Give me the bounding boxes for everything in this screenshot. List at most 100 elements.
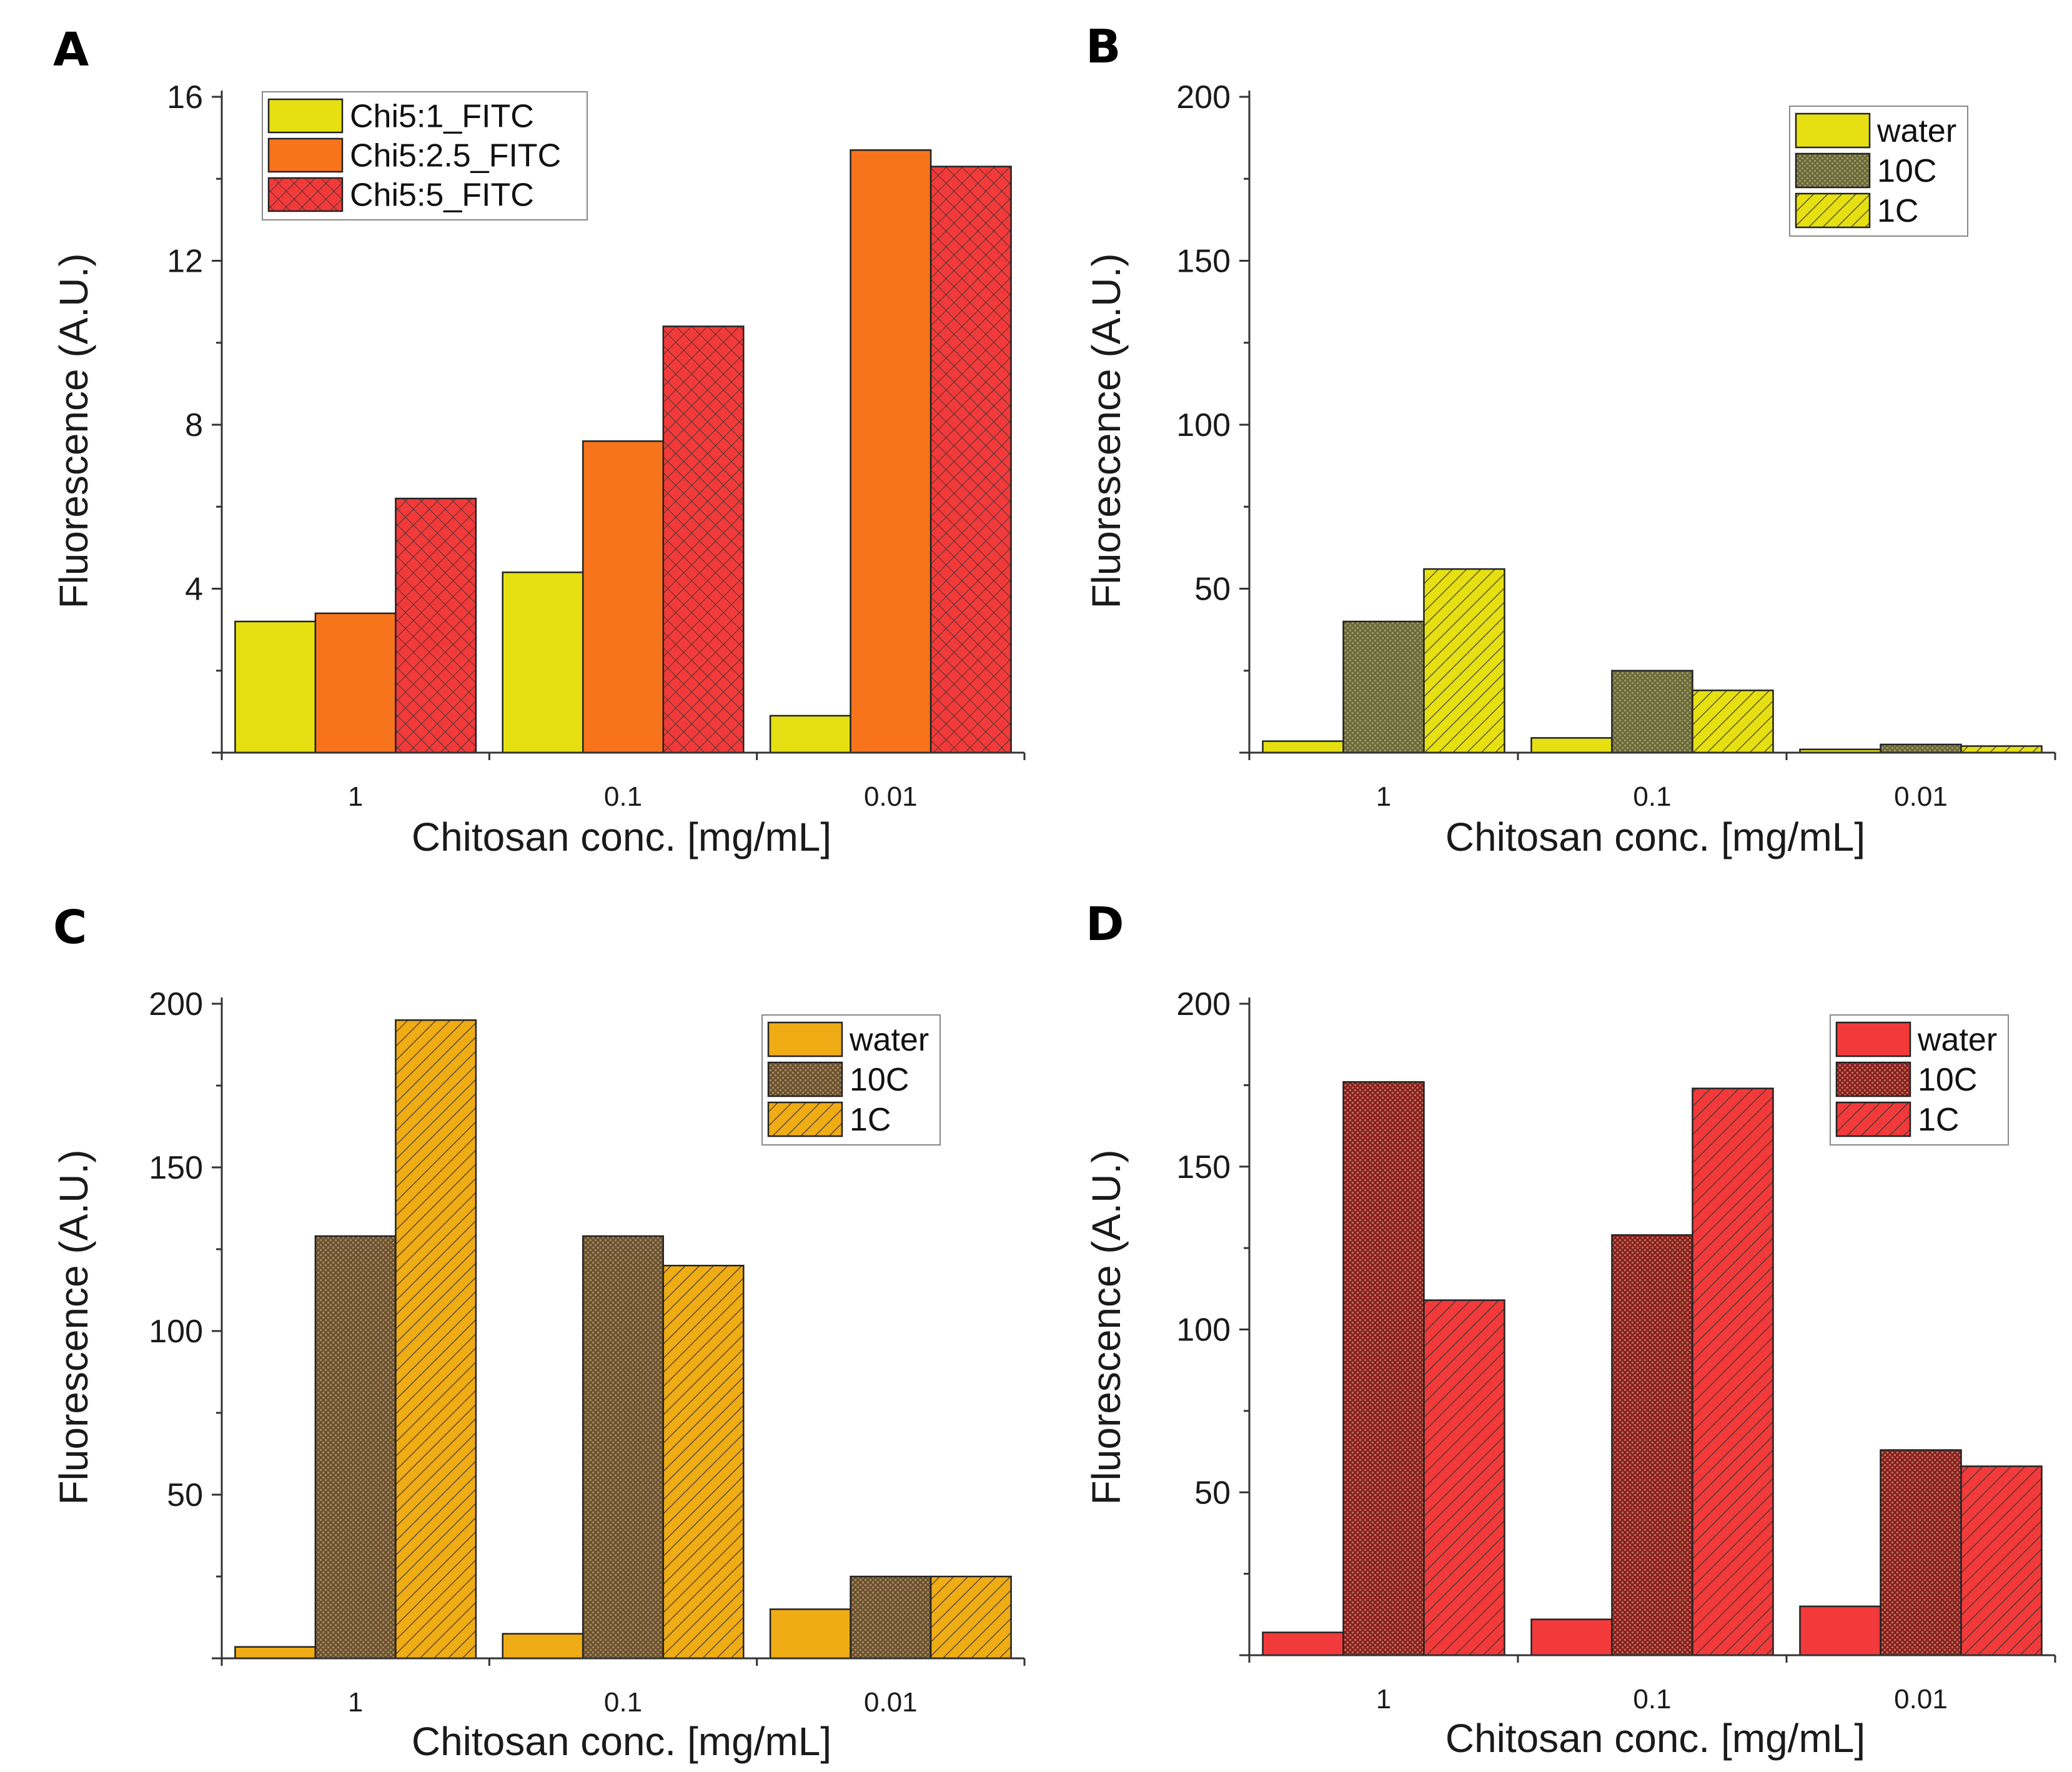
panel-d-xlabel: Chitosan conc. [mg/mL] (1445, 1716, 1865, 1761)
panel-a: A 4 8 12 16 1 0.1 0.01 Chi5:1_FITCChi5:2.5_FITC… (51, 23, 1026, 859)
legend-label: Chi5:5_FITC (350, 177, 534, 214)
legend-swatch (1835, 1101, 1911, 1137)
y-tick-label: 12 (167, 244, 203, 280)
legend-label: water (849, 1022, 929, 1058)
panel-a-letter: A (53, 23, 89, 77)
panel-c: C 50 100 150 200 1 0.1 0.01 water 10C 1C Chitosan… (51, 901, 1026, 1764)
legend-swatch (267, 137, 344, 173)
y-tick-label: 4 (185, 572, 203, 608)
y-tick-label: 50 (1194, 1475, 1231, 1511)
bar-chi5-1-fitc-0-1 (502, 572, 584, 754)
legend-swatch (1795, 112, 1871, 149)
x-tick-label: 1 (1376, 781, 1391, 812)
bar-water-0-1 (502, 1633, 584, 1660)
legend-swatch (267, 177, 344, 212)
x-tick-label: 0.1 (1633, 781, 1671, 812)
y-tick-label: 150 (149, 1150, 203, 1186)
y-tick-label: 16 (167, 79, 203, 116)
legend-label: water (1917, 1022, 1997, 1058)
y-tick-label: 200 (1176, 986, 1231, 1022)
bar-10c-0-1 (1611, 670, 1693, 754)
y-tick-label: 100 (1176, 1312, 1231, 1349)
bar-1c-0-01 (1960, 1465, 2043, 1656)
bar-water-0-1 (1530, 1618, 1613, 1656)
y-tick-label: 100 (149, 1314, 203, 1350)
panel-d-plot: 50 100 150 200 1 0.1 0.01 water 10C 1C (1176, 986, 2056, 1715)
panel-d-ylabel: Fluorescence (A.U.) (1084, 1149, 1129, 1505)
panel-d-letter: D (1086, 898, 1124, 951)
panel-c-xlabel: Chitosan conc. [mg/mL] (412, 1719, 831, 1764)
bar-chi5-5-fitc-0-1 (662, 325, 745, 754)
bar-chi5-1-fitc-0-01 (769, 715, 851, 754)
bar-1c-0-1 (662, 1264, 745, 1660)
panel-a-plot: 4 8 12 16 1 0.1 0.01 Chi5:1_FITCChi5:2.5_FITCCh… (167, 79, 1026, 812)
bar-1c-1 (395, 1019, 477, 1660)
panel-a-ylabel: Fluorescence (A.U.) (51, 253, 96, 608)
x-tick-label: 1 (348, 1687, 363, 1718)
bar-10c-0-1 (582, 1235, 664, 1660)
x-tick-label: 1 (1376, 1684, 1391, 1715)
y-tick-label: 50 (1194, 572, 1231, 608)
panel-c-letter: C (53, 901, 87, 954)
bar-10c-0-01 (850, 1575, 932, 1660)
bar-water-0-1 (1530, 737, 1613, 754)
bar-10c-1 (1342, 620, 1425, 754)
bar-1c-0-01 (929, 1575, 1012, 1660)
y-tick-label: 150 (1176, 1149, 1231, 1185)
legend-label: Chi5:2.5_FITC (350, 138, 561, 174)
bar-water-1 (1262, 1631, 1344, 1656)
y-tick-label: 200 (1176, 79, 1231, 116)
panel-d: D 50 100 150 200 1 0.1 0.01 water 10C 1C Chitosan… (1084, 898, 2056, 1761)
bar-chi5-2-5-fitc-0-01 (850, 149, 932, 754)
legend-swatch (767, 1061, 843, 1097)
x-tick-label: 0.01 (1894, 781, 1948, 812)
legend-swatch (267, 98, 344, 134)
bar-chi5-2-5-fitc-0-1 (582, 440, 664, 754)
y-tick-label: 200 (149, 986, 203, 1022)
legend: water 10C 1C (761, 1014, 941, 1146)
y-tick-label: 8 (185, 407, 203, 443)
bar-1c-1 (1423, 568, 1505, 754)
bar-water-1 (234, 1646, 317, 1660)
x-tick-label: 0.01 (864, 781, 918, 812)
x-tick-label: 0.1 (604, 1687, 642, 1718)
x-tick-label: 0.01 (1894, 1684, 1948, 1715)
panel-b: B 50 100 150 200 1 0.1 0.01 water 10C 1C Chitosan… (1084, 20, 2056, 859)
bar-1c-1 (1423, 1299, 1505, 1656)
bar-chi5-5-fitc-0-01 (929, 166, 1012, 754)
bar-water-0-01 (1799, 1605, 1881, 1656)
panel-b-plot: 50 100 150 200 1 0.1 0.01 water 10C 1C (1176, 79, 2056, 812)
legend-label: 1C (850, 1102, 891, 1138)
legend: water 10C 1C (1789, 106, 1968, 237)
bar-10c-1 (314, 1235, 397, 1660)
bar-chi5-1-fitc-1 (234, 620, 317, 754)
legend-label: 10C (1877, 153, 1936, 189)
bar-10c-1 (1342, 1081, 1425, 1656)
bar-water-1 (1262, 740, 1344, 754)
bar-water-0-01 (769, 1608, 851, 1660)
y-tick-label: 50 (167, 1477, 203, 1513)
legend-swatch (767, 1101, 843, 1137)
x-tick-label: 0.1 (1633, 1684, 1671, 1715)
legend-label: 10C (1918, 1062, 1977, 1098)
panel-c-ylabel: Fluorescence (A.U.) (51, 1149, 96, 1505)
bar-10c-0-01 (1880, 1449, 1962, 1656)
legend-swatch (1795, 152, 1871, 189)
panel-c-plot: 50 100 150 200 1 0.1 0.01 water 10C 1C (149, 986, 1026, 1718)
x-tick-label: 0.1 (604, 781, 642, 812)
y-tick-label: 150 (1176, 244, 1231, 280)
bar-1c-0-01 (1960, 745, 2043, 754)
legend-swatch (1835, 1021, 1911, 1057)
bar-1c-0-1 (1692, 690, 1774, 754)
bar-chi5-2-5-fitc-1 (314, 612, 397, 754)
legend-label: 1C (1877, 193, 1918, 229)
bar-chi5-5-fitc-1 (395, 497, 477, 754)
legend-label: water (1876, 113, 1956, 149)
legend-swatch (1835, 1061, 1911, 1097)
x-tick-label: 0.01 (864, 1687, 918, 1718)
legend-label: Chi5:1_FITC (350, 99, 534, 135)
legend-label: 10C (850, 1062, 909, 1098)
legend-swatch (767, 1021, 843, 1057)
panel-b-letter: B (1086, 20, 1121, 74)
